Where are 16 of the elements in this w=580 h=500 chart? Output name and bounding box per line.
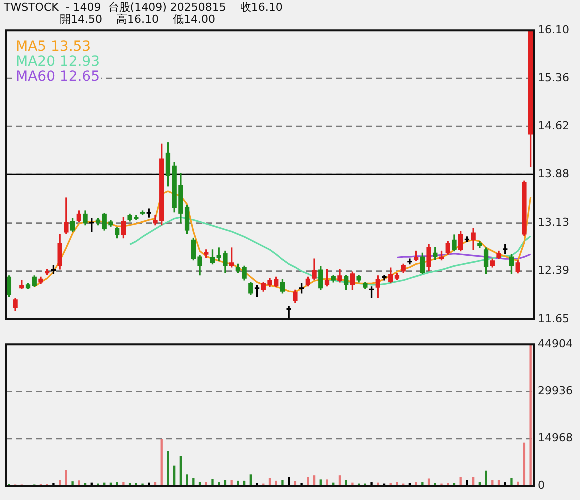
y-tick-label: 16.10 [538,23,570,36]
chart-title: TWSTOCK - 1409 台股(1409) 20250815 收16.10 [4,0,283,14]
y-tick-label: 12.39 [538,264,570,278]
text: MA5 13.53 [16,39,92,56]
y-tick-label: 0 [538,478,545,492]
y-tick-label: 13.88 [538,168,570,181]
y-tick-label: 14968 [538,432,573,445]
y-tick-label: 15.36 [538,71,570,84]
y-tick-label: 14.62 [538,120,570,133]
y-tick-label: 11.65 [538,312,570,326]
y-tick-label: 29936 [538,384,573,398]
text: MA20 12.93 [16,54,100,70]
text: MA60 12.65 [16,69,100,86]
chart-subtitle: 開14.50 高16.10 低14.00 [60,12,216,27]
y-tick-label: 44904 [538,337,573,350]
y-tick-label: 13.13 [538,216,570,230]
